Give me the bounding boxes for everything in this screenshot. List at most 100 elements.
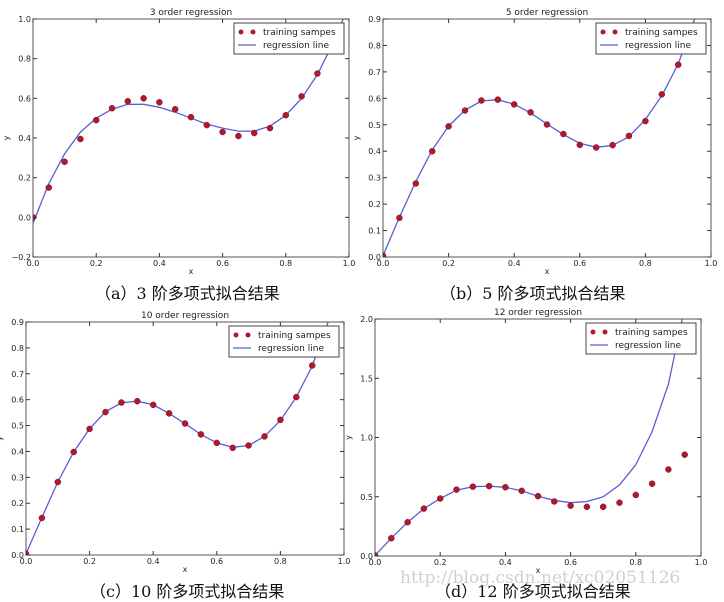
x-tick-label: 0.6 <box>216 259 229 268</box>
x-tick-label: 0.4 <box>499 558 512 567</box>
training-point <box>518 487 525 495</box>
training-point <box>266 124 274 132</box>
training-point <box>576 141 584 149</box>
training-point <box>171 105 179 113</box>
y-axis-label: y <box>2 135 11 140</box>
training-point <box>54 478 62 486</box>
x-tick-label: 0.4 <box>147 557 160 566</box>
training-point <box>510 101 518 108</box>
training-point <box>314 70 321 77</box>
training-point <box>298 93 305 100</box>
training-point <box>181 420 189 427</box>
training-point <box>26 550 30 555</box>
legend-label: training sampes <box>258 331 331 341</box>
legend-label: regression line <box>615 341 681 351</box>
legend-label: regression line <box>625 41 691 51</box>
training-point <box>61 158 68 166</box>
training-point <box>560 130 567 138</box>
legend-box <box>595 22 707 55</box>
y-tick-label: 0.6 <box>11 396 24 405</box>
y-tick-label: 0.0 <box>368 253 381 262</box>
training-point <box>293 393 300 401</box>
legend-marker-icon <box>602 329 608 335</box>
training-point <box>625 132 633 140</box>
legend-label: training sampes <box>615 328 688 338</box>
caption-b: （b）5 阶多项式拟合结果 <box>440 284 626 303</box>
x-tick-label: 0.0 <box>20 557 33 566</box>
y-tick-label: 0.6 <box>18 94 31 103</box>
x-tick-label: 0.0 <box>377 259 390 268</box>
legend-marker-icon <box>600 29 606 35</box>
y-tick-label: 0.2 <box>368 200 381 209</box>
y-tick-label: 1.0 <box>360 434 373 443</box>
y-axis-label: y <box>344 435 353 440</box>
caption-d: （d）12 阶多项式拟合结果 <box>435 582 631 601</box>
y-tick-label: 0.7 <box>11 370 24 379</box>
y-tick-label: 0.7 <box>368 68 381 77</box>
y-axis-label: y <box>0 436 4 441</box>
training-point <box>165 410 173 417</box>
training-point <box>86 425 93 433</box>
training-point <box>70 448 77 456</box>
training-point <box>428 147 436 155</box>
training-point <box>658 91 666 98</box>
training-point <box>534 492 542 500</box>
training-point <box>149 401 157 409</box>
y-tick-label: 0.1 <box>11 525 24 534</box>
x-tick-label: 1.0 <box>695 558 708 567</box>
legend-marker-icon <box>590 329 596 335</box>
chart-title: 10 order regression <box>141 311 229 321</box>
training-point <box>494 96 502 103</box>
chart-title: 5 order regression <box>506 8 588 18</box>
training-point <box>124 98 132 105</box>
chart-title: 3 order regression <box>150 8 232 18</box>
training-point <box>583 503 591 511</box>
training-point <box>308 362 316 369</box>
training-point <box>245 442 252 449</box>
x-tick-label: 1.0 <box>338 557 351 566</box>
y-tick-label: 0.2 <box>18 174 31 183</box>
y-tick-label: 0.8 <box>368 41 381 50</box>
y-tick-label: 0.1 <box>368 227 381 236</box>
x-tick-label: 0.8 <box>639 259 652 268</box>
training-point <box>45 184 53 191</box>
x-tick-label: 0.2 <box>442 259 455 268</box>
x-axis-label: x <box>545 267 550 276</box>
legend-box <box>585 322 697 355</box>
legend-box <box>228 325 340 358</box>
legend-marker-icon <box>612 29 618 35</box>
training-point <box>485 482 493 490</box>
chart-title: 12 order regression <box>494 308 582 318</box>
x-tick-label: 0.2 <box>434 558 447 567</box>
training-point <box>102 408 109 416</box>
y-tick-label: 0.9 <box>11 318 24 327</box>
plot-area <box>33 19 349 257</box>
x-tick-label: 1.0 <box>343 259 356 268</box>
x-tick-label: 0.2 <box>83 557 96 566</box>
training-point <box>383 252 387 257</box>
training-point <box>412 180 420 187</box>
legend: training sampes regression line <box>228 325 340 358</box>
training-point <box>648 480 656 487</box>
legend: training sampes regression line <box>595 22 707 55</box>
legend-box <box>233 22 345 55</box>
training-point <box>77 135 84 143</box>
training-point <box>592 144 600 151</box>
training-point <box>156 99 163 106</box>
y-tick-label: 0.0 <box>360 552 373 561</box>
legend: training sampes regression line <box>585 322 697 355</box>
training-point <box>642 117 649 125</box>
caption-c: （c）10 阶多项式拟合结果 <box>90 582 285 601</box>
training-point <box>665 466 672 473</box>
legend-label: regression line <box>263 41 329 51</box>
x-tick-label: 0.6 <box>210 557 223 566</box>
y-tick-label: 1.5 <box>360 374 373 383</box>
axes-frame <box>382 18 712 258</box>
training-point <box>92 116 100 124</box>
legend-marker-icon <box>245 332 251 338</box>
subplot-1: 0.0 0.2 0.4 0.6 0.8 1.0−0.20.00.20.40.60.81.0… <box>2 8 356 276</box>
y-tick-label: 0.3 <box>11 473 24 482</box>
y-tick-label: 0.0 <box>18 213 31 222</box>
y-tick-label: 0.5 <box>360 493 373 502</box>
